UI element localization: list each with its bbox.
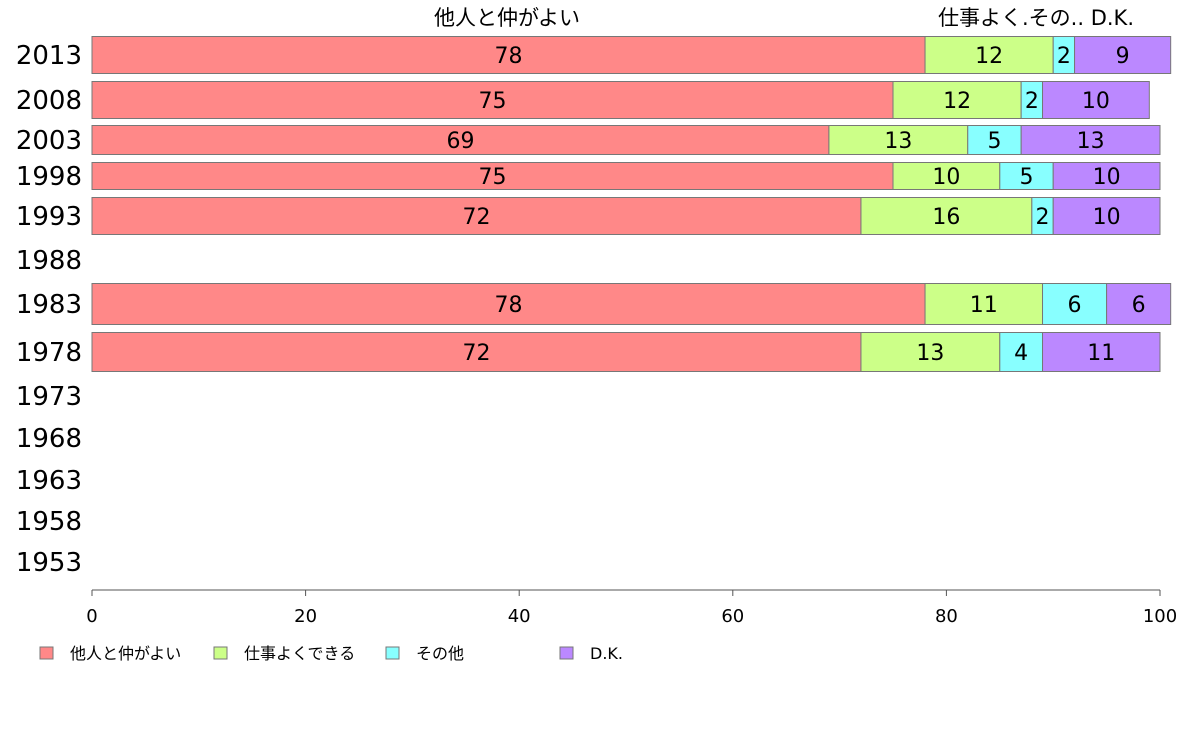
bar-2003-series-4 <box>1020 125 1161 155</box>
data-label-1983-series-4: 6 <box>1132 293 1146 318</box>
bar-group-2013: 78 12 2 9 <box>91 36 1172 74</box>
data-label-2013-series-1: 78 <box>495 44 523 69</box>
x-tick-label-80: 80 <box>935 606 958 627</box>
bar-2008-series-2 <box>892 81 1022 119</box>
bar-1998-series-3 <box>999 162 1054 190</box>
data-label-1993-series-1: 72 <box>462 205 490 230</box>
data-label-1998-series-2: 10 <box>932 165 960 190</box>
y-label-1968: 1968 <box>16 424 82 454</box>
data-label-2003-series-1: 69 <box>446 129 474 154</box>
bar-1998-series-2 <box>892 162 1001 190</box>
bar-2013-series-1 <box>91 36 926 74</box>
bar-2008-series-1 <box>91 81 894 119</box>
legend-swatch-3 <box>385 646 400 660</box>
data-label-2003-series-3: 5 <box>987 129 1001 154</box>
bar-group-1998: 75 10 5 10 <box>91 162 1161 190</box>
data-label-2013-series-2: 12 <box>975 44 1003 69</box>
x-tick-label-60: 60 <box>721 606 744 627</box>
data-label-1978-series-4: 11 <box>1087 341 1115 366</box>
data-label-2013-series-4: 9 <box>1116 44 1130 69</box>
data-label-1998-series-4: 10 <box>1093 165 1121 190</box>
bar-group-2008: 75 12 2 10 <box>91 81 1150 119</box>
y-label-1998: 1998 <box>16 162 82 192</box>
legend-item-3: その他 <box>385 644 464 663</box>
data-label-1998-series-1: 75 <box>479 165 507 190</box>
data-label-2013-series-3: 2 <box>1057 44 1071 69</box>
y-label-1988: 1988 <box>16 246 82 276</box>
legend-item-1: 他人と仲がよい <box>39 644 181 663</box>
bar-2003-series-2 <box>828 125 969 155</box>
y-label-2003: 2003 <box>16 126 82 156</box>
legend-swatch-1 <box>39 646 54 660</box>
y-label-1963: 1963 <box>16 466 82 496</box>
x-tick-label-20: 20 <box>294 606 317 627</box>
legend-label-1: 他人と仲がよい <box>70 644 181 663</box>
x-tick-label-40: 40 <box>508 606 531 627</box>
bar-2013-series-4 <box>1074 36 1172 74</box>
y-label-1993: 1993 <box>16 202 82 232</box>
bar-2008-series-4 <box>1042 81 1150 119</box>
y-label-1983: 1983 <box>16 290 82 320</box>
data-label-1983-series-3: 6 <box>1068 293 1082 318</box>
legend-label-4: D.K. <box>590 644 623 663</box>
legend: 他人と仲がよい 仕事よくできる その他 D.K. <box>39 644 623 663</box>
bar-2003-series-1 <box>91 125 830 155</box>
data-label-2008-series-2: 12 <box>943 89 971 114</box>
bar-2013-series-2 <box>924 36 1054 74</box>
data-label-1983-series-2: 11 <box>970 293 998 318</box>
bar-1978-series-2 <box>860 332 1001 372</box>
legend-swatch-4 <box>559 646 574 660</box>
data-label-1978-series-2: 13 <box>916 341 944 366</box>
bar-1993-series-4 <box>1052 197 1161 235</box>
bar-1983-series-1 <box>91 283 926 325</box>
y-label-2013: 2013 <box>16 41 82 71</box>
y-label-1953: 1953 <box>16 548 82 578</box>
legend-item-4: D.K. <box>559 644 623 663</box>
bar-group-1993: 72 16 2 10 <box>91 197 1161 235</box>
legend-label-2: 仕事よくできる <box>244 644 355 663</box>
data-label-1978-series-3: 4 <box>1014 341 1028 366</box>
top-labels: 他人と仲がよい 仕事よく.その.. D.K. <box>434 6 1134 30</box>
data-label-2003-series-4: 13 <box>1077 129 1105 154</box>
top-label-1: 他人と仲がよい <box>434 6 580 30</box>
top-label-2: 仕事よく.その.. D.K. <box>938 6 1134 30</box>
bar-1978-series-1 <box>91 332 862 372</box>
bar-1983-series-4 <box>1106 283 1172 325</box>
bar-1978-series-3 <box>999 332 1044 372</box>
x-axis: 0 20 40 60 80 100 <box>86 589 1177 627</box>
data-label-2003-series-2: 13 <box>884 129 912 154</box>
data-label-1983-series-1: 78 <box>495 293 523 318</box>
legend-item-2: 仕事よくできる <box>213 644 355 663</box>
y-label-2008: 2008 <box>16 86 82 116</box>
bar-2003-series-3 <box>967 125 1022 155</box>
bar-group-1978: 72 13 4 11 <box>91 332 1161 372</box>
x-tick-label-100: 100 <box>1143 606 1177 627</box>
data-label-1993-series-2: 16 <box>932 205 960 230</box>
legend-swatch-2 <box>213 646 228 660</box>
bar-group-1983: 78 11 6 6 <box>91 283 1172 325</box>
bar-1998-series-4 <box>1052 162 1161 190</box>
bar-1983-series-2 <box>924 283 1044 325</box>
data-label-1993-series-4: 10 <box>1093 205 1121 230</box>
y-label-1973: 1973 <box>16 382 82 412</box>
data-label-1998-series-3: 5 <box>1020 165 1034 190</box>
data-label-2008-series-3: 2 <box>1025 89 1039 114</box>
bar-1978-series-4 <box>1042 332 1161 372</box>
data-label-2008-series-1: 75 <box>479 89 507 114</box>
y-label-1978: 1978 <box>16 338 82 368</box>
y-axis-labels: 2013 2008 2003 1998 1993 1988 1983 1978 1973 1968… <box>16 41 82 578</box>
bar-1998-series-1 <box>91 162 894 190</box>
data-label-1993-series-3: 2 <box>1036 205 1050 230</box>
legend-label-3: その他 <box>416 644 464 663</box>
y-label-1958: 1958 <box>16 507 82 537</box>
data-label-1978-series-1: 72 <box>462 341 490 366</box>
bar-group-2003: 69 13 5 13 <box>91 125 1161 155</box>
x-tick-label-0: 0 <box>86 606 97 627</box>
data-label-2008-series-4: 10 <box>1082 89 1110 114</box>
